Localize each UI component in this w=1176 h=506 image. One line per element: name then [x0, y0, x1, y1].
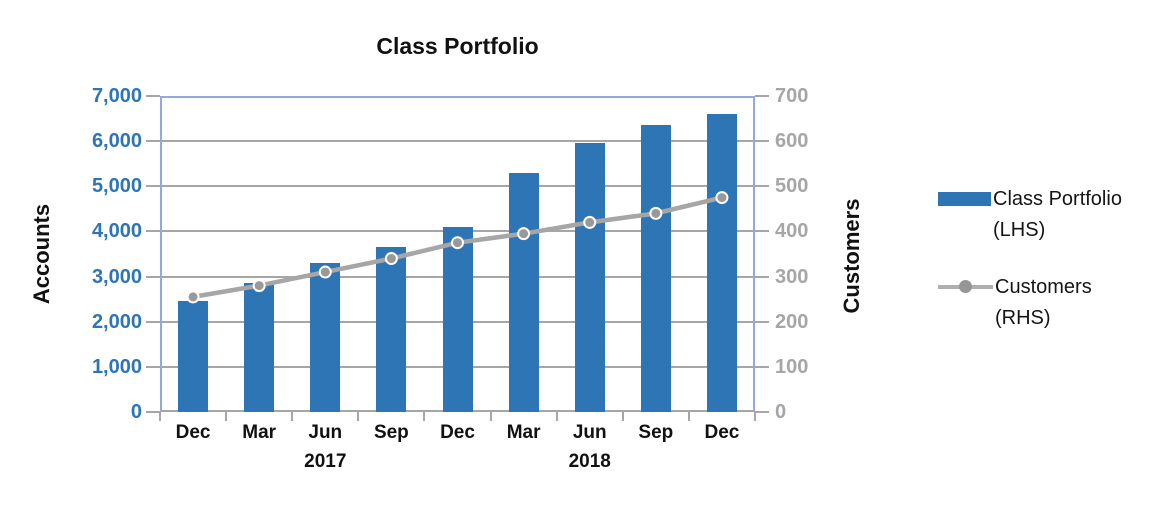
right-axis-tick	[755, 320, 769, 323]
left-axis-tick-label: 2,000	[91, 310, 142, 333]
right-axis-tick	[755, 230, 769, 233]
x-axis-category-label: Dec	[704, 422, 740, 443]
bar-dec-8	[706, 114, 737, 412]
x-axis-category-label: Sep	[373, 422, 409, 443]
left-axis-tick-label: 3,000	[91, 265, 142, 288]
bar-sep-7	[640, 125, 671, 412]
legend-label-line1: Customers	[995, 276, 1092, 298]
left-axis-tick	[146, 185, 160, 188]
x-axis-tick	[357, 412, 360, 421]
left-axis-tick	[146, 411, 160, 413]
right-axis-tick	[755, 275, 769, 278]
x-axis-category-label: Dec	[175, 422, 211, 443]
legend-label: Class Portfolio (LHS)	[993, 184, 1122, 246]
bar-jun-6	[574, 143, 605, 412]
plot-area	[160, 96, 755, 412]
legend-label-line1: Class Portfolio	[993, 188, 1122, 210]
x-axis-tick	[754, 412, 756, 421]
left-axis-tick	[146, 365, 160, 368]
bar-sep-3	[376, 247, 407, 412]
legend-entry-class-portfolio: Class Portfolio (LHS)	[938, 184, 1176, 246]
bar-dec-4	[442, 226, 473, 412]
legend-label-line2: (RHS)	[995, 307, 1051, 329]
right-axis-tick-label: 500	[775, 175, 809, 198]
bar-mar-1	[244, 283, 275, 412]
legend: Class Portfolio (LHS) Customers (RHS)	[938, 184, 1176, 360]
left-axis-tick	[146, 140, 160, 143]
x-axis-category-label: Jun	[308, 422, 343, 443]
right-axis-tick-label: 400	[775, 220, 809, 243]
right-axis-tick	[755, 140, 769, 143]
legend-label-line2: (LHS)	[993, 219, 1046, 241]
gridline	[160, 140, 755, 143]
left-axis-tick	[146, 95, 160, 97]
bar-dec-0	[178, 301, 209, 412]
right-axis-tick-label: 100	[775, 355, 809, 378]
x-axis-category-label: Dec	[440, 422, 475, 443]
right-axis-tick	[755, 185, 769, 188]
x-axis-tick	[555, 412, 558, 421]
legend-line-marker	[959, 280, 972, 293]
x-axis-year-label: 2017	[304, 451, 347, 472]
left-axis-tick-label: 4,000	[91, 220, 142, 243]
right-axis-tick-label: 300	[775, 265, 809, 288]
right-axis-tick-label: 0	[775, 401, 787, 423]
x-axis-category-label: Sep	[638, 422, 674, 443]
left-axis-tick-label: 0	[130, 401, 142, 423]
left-axis-tick-label: 1,000	[91, 355, 142, 378]
right-axis-tick-label: 600	[775, 130, 809, 153]
legend-label: Customers (RHS)	[995, 272, 1092, 334]
left-axis-tick	[146, 275, 160, 278]
x-axis-category-label: Mar	[242, 422, 277, 443]
right-axis-tick-label: 700	[775, 85, 809, 107]
left-axis-tick-label: 6,000	[91, 130, 142, 153]
x-axis-tick	[687, 412, 690, 421]
right-axis-tick	[755, 365, 769, 368]
legend-bar-swatch-icon	[938, 192, 991, 206]
x-axis-tick	[621, 412, 624, 421]
x-axis-tick	[489, 412, 492, 421]
right-axis-tick	[755, 95, 769, 97]
right-axis-tick	[755, 411, 769, 413]
x-axis-tick	[159, 412, 161, 421]
chart-title: Class Portfolio	[376, 33, 539, 59]
left-axis-tick	[146, 320, 160, 323]
x-axis-year-label: 2018	[568, 451, 611, 472]
left-axis-tick	[146, 230, 160, 233]
left-axis-tick-label: 5,000	[91, 175, 142, 198]
legend-entry-customers: Customers (RHS)	[938, 272, 1176, 334]
right-axis-tick-label: 200	[775, 310, 809, 333]
left-axis-tick-label: 7,000	[91, 85, 142, 107]
legend-line-swatch-icon	[938, 280, 993, 294]
x-axis-tick	[291, 412, 294, 421]
bar-mar-5	[508, 172, 539, 412]
x-axis-tick	[423, 412, 426, 421]
x-axis-category-label: Jun	[572, 422, 607, 443]
x-axis-tick	[225, 412, 228, 421]
bar-jun-2	[310, 263, 341, 412]
gridline	[160, 185, 755, 188]
x-axis-category-label: Mar	[506, 422, 541, 443]
